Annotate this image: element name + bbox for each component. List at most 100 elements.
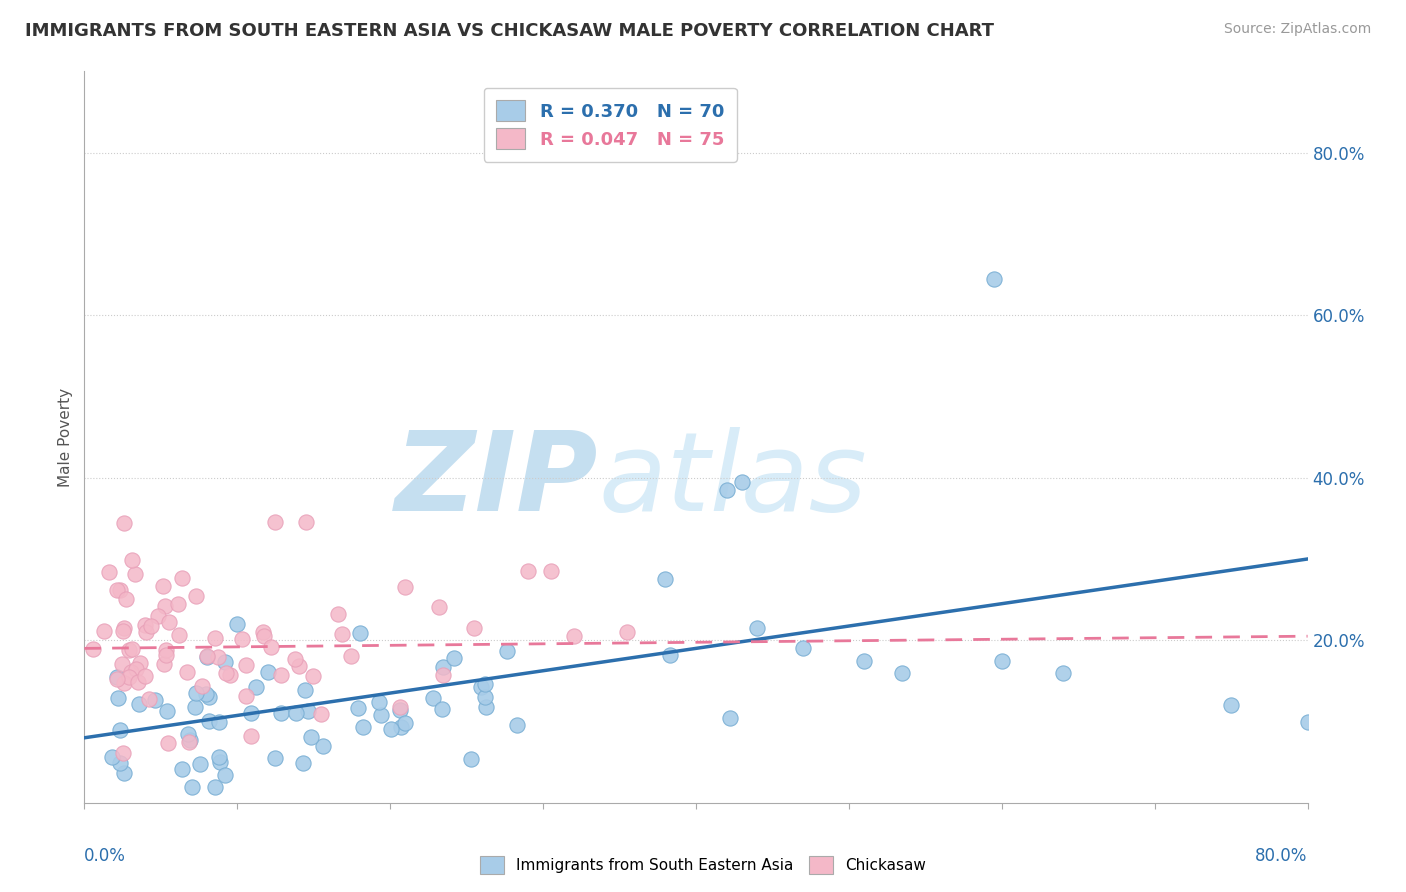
Point	[311, 739, 333, 754]
Point	[112, 747, 135, 761]
Point	[891, 665, 914, 680]
Point	[495, 644, 517, 658]
Point	[470, 681, 492, 695]
Point	[191, 679, 214, 693]
Point	[214, 655, 236, 669]
Point	[118, 642, 141, 657]
Point	[263, 750, 285, 764]
Text: ZIP: ZIP	[395, 427, 598, 534]
Point	[112, 766, 135, 780]
Point	[214, 768, 236, 782]
Point	[204, 631, 226, 645]
Point	[184, 686, 207, 700]
Point	[294, 683, 316, 698]
Point	[388, 703, 411, 717]
Point	[474, 699, 496, 714]
Point	[562, 629, 585, 643]
Point	[155, 643, 177, 657]
Text: 0.0%: 0.0%	[84, 847, 127, 864]
Point	[120, 665, 142, 679]
Point	[430, 702, 453, 716]
Point	[295, 516, 318, 530]
Point	[195, 649, 218, 664]
Point	[346, 701, 368, 715]
Point	[983, 271, 1005, 285]
Point	[110, 756, 132, 770]
Point	[422, 690, 444, 705]
Point	[616, 625, 638, 640]
Point	[432, 668, 454, 682]
Point	[172, 762, 194, 776]
Point	[124, 567, 146, 582]
Point	[112, 675, 135, 690]
Point	[270, 667, 292, 681]
Point	[148, 609, 170, 624]
Point	[299, 730, 322, 744]
Point	[207, 714, 229, 729]
Point	[204, 780, 226, 794]
Point	[157, 615, 180, 629]
Point	[245, 680, 267, 694]
Point	[252, 624, 274, 639]
Point	[157, 736, 180, 750]
Point	[184, 700, 207, 714]
Point	[135, 625, 157, 640]
Point	[326, 607, 349, 622]
Point	[226, 617, 249, 632]
Point	[128, 697, 150, 711]
Point	[184, 590, 207, 604]
Point	[134, 618, 156, 632]
Point	[170, 571, 193, 585]
Point	[121, 642, 143, 657]
Point	[209, 755, 232, 769]
Point	[309, 706, 332, 721]
Point	[297, 704, 319, 718]
Point	[792, 641, 814, 656]
Point	[349, 626, 371, 640]
Point	[257, 665, 280, 680]
Point	[155, 599, 177, 613]
Point	[155, 704, 177, 718]
Point	[389, 720, 412, 734]
Point	[432, 660, 454, 674]
Point	[370, 707, 392, 722]
Point	[198, 690, 221, 704]
Point	[253, 629, 276, 643]
Point	[93, 624, 115, 639]
Point	[1296, 714, 1319, 729]
Point	[654, 572, 676, 586]
Point	[127, 675, 149, 690]
Point	[388, 699, 411, 714]
Point	[239, 706, 262, 720]
Point	[367, 695, 389, 709]
Point	[129, 657, 152, 671]
Y-axis label: Male Poverty: Male Poverty	[58, 387, 73, 487]
Point	[139, 619, 162, 633]
Point	[506, 718, 529, 732]
Point	[270, 706, 292, 720]
Point	[302, 669, 325, 683]
Legend: Immigrants from South Eastern Asia, Chickasaw: Immigrants from South Eastern Asia, Chic…	[474, 850, 932, 880]
Point	[198, 714, 221, 728]
Point	[330, 627, 353, 641]
Text: 80.0%: 80.0%	[1256, 847, 1308, 864]
Point	[107, 691, 129, 706]
Point	[218, 668, 240, 682]
Point	[292, 756, 315, 771]
Point	[105, 583, 128, 598]
Point	[747, 621, 769, 635]
Point	[108, 582, 131, 597]
Point	[112, 621, 135, 635]
Text: IMMIGRANTS FROM SOUTH EASTERN ASIA VS CHICKASAW MALE POVERTY CORRELATION CHART: IMMIGRANTS FROM SOUTH EASTERN ASIA VS CH…	[25, 22, 994, 40]
Point	[124, 662, 146, 676]
Point	[105, 670, 128, 684]
Point	[352, 720, 374, 734]
Point	[340, 648, 363, 663]
Point	[105, 672, 128, 686]
Point	[288, 659, 311, 673]
Point	[115, 591, 138, 606]
Point	[82, 641, 104, 656]
Point	[716, 483, 738, 497]
Point	[380, 722, 402, 736]
Point	[134, 669, 156, 683]
